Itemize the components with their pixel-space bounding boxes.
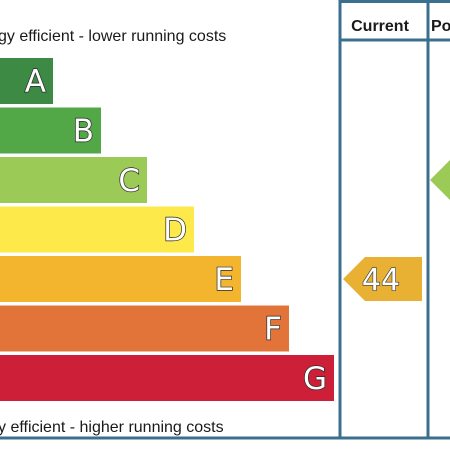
top-caption: gy efficient - lower running costs <box>0 28 226 45</box>
band-letter-d: D <box>163 213 187 249</box>
current-column-header: Current <box>351 18 409 35</box>
band-bar-c <box>0 157 147 203</box>
band-letter-e: E <box>214 262 234 298</box>
potential-rating-arrow <box>430 160 450 200</box>
band-bar-g <box>0 355 334 401</box>
potential-column-header: Po <box>431 18 450 35</box>
band-letter-c: C <box>118 163 140 199</box>
band-bar-d <box>0 206 194 253</box>
band-bar-e <box>0 256 241 302</box>
current-rating-value: 44 <box>362 263 400 298</box>
band-bar-a <box>0 58 53 104</box>
band-letter-a: A <box>25 64 46 100</box>
band-bar-b <box>0 107 101 154</box>
bottom-caption: y efficient - higher running costs <box>0 419 224 436</box>
rating-arrows: 44 <box>343 160 450 301</box>
current-rating-arrow <box>343 257 422 301</box>
band-letter-g: G <box>303 361 327 397</box>
band-letter-f: F <box>264 312 282 348</box>
band-bar-f <box>0 305 289 352</box>
band-letter-b: B <box>73 114 94 150</box>
